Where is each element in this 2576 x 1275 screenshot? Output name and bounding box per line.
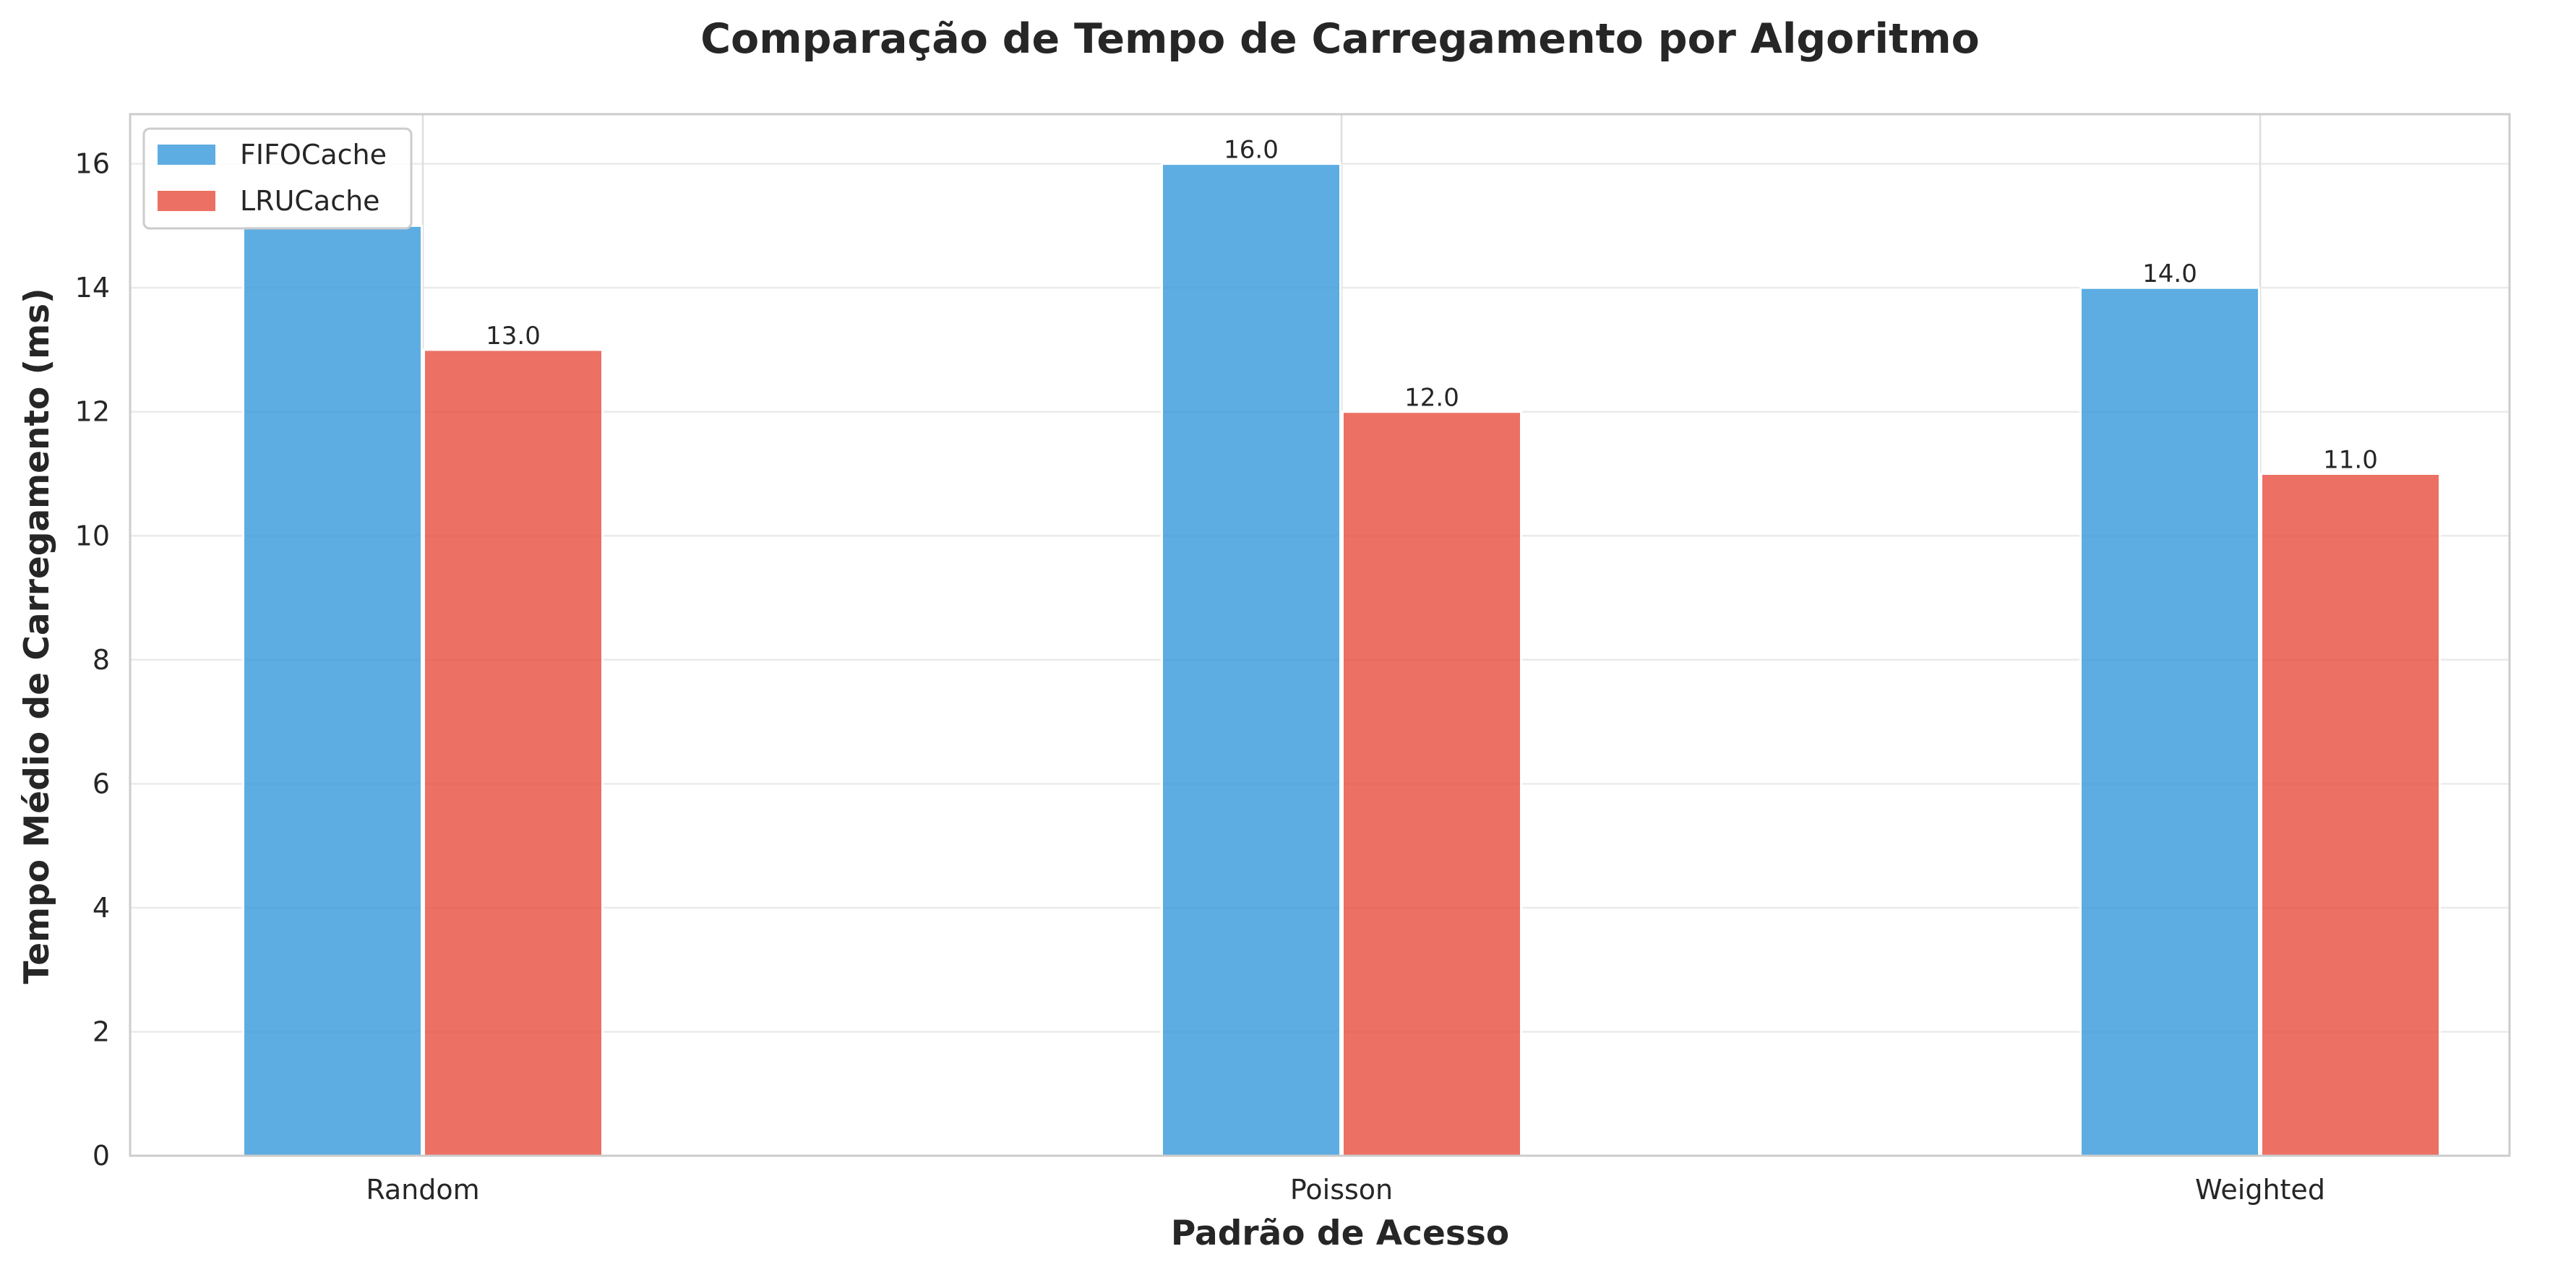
y-tick-label: 12 [75, 396, 110, 428]
chart-title: Comparação de Tempo de Carregamento por … [700, 15, 1980, 63]
legend-label-fifocache: FIFOCache [240, 139, 387, 171]
bar-fifocache-weighted [2079, 286, 2260, 1157]
bar-lrucache-random [423, 348, 604, 1157]
plot-area-frame [129, 113, 2511, 1157]
y-tick-label: 6 [93, 768, 110, 799]
bar-value-label: 12.0 [1404, 384, 1459, 413]
bar-fifocache-poisson [1161, 163, 1341, 1157]
y-tick-label: 10 [75, 520, 110, 551]
legend-swatch-fifocache [158, 145, 215, 165]
bar-value-label: 16.0 [1224, 136, 1279, 165]
legend-swatch-lrucache [158, 191, 215, 211]
x-axis-label: Padrão de Acesso [1171, 1214, 1509, 1253]
bar-fifocache-random [242, 224, 423, 1157]
y-tick-label: 4 [93, 892, 110, 924]
bar-value-label: 11.0 [2323, 445, 2378, 474]
bar-lrucache-poisson [1341, 411, 1522, 1157]
x-tick-label: Random [366, 1174, 479, 1206]
bars [242, 163, 2441, 1157]
bar-lrucache-weighted [2260, 472, 2441, 1157]
y-axis-label: Tempo Médio de Carregamento (ms) [17, 288, 57, 984]
legend-label-lrucache: LRUCache [240, 185, 380, 217]
x-tick-label: Poisson [1290, 1174, 1393, 1206]
x-tick-label: Weighted [2195, 1174, 2325, 1206]
y-tick-label: 2 [93, 1016, 110, 1047]
bar-value-label: 13.0 [486, 322, 541, 351]
bar-value-label: 14.0 [2142, 259, 2197, 288]
data-labels: 16.0 14.0 13.0 12.0 11.0 [486, 136, 2378, 475]
y-tick-label: 14 [75, 272, 110, 304]
x-axis-ticks: Random Poisson Weighted [366, 1174, 2325, 1206]
y-tick-label: 8 [93, 644, 110, 676]
y-tick-label: 16 [75, 148, 110, 180]
y-tick-label: 0 [93, 1140, 110, 1172]
legend: FIFOCache LRUCache [142, 127, 413, 230]
y-axis-ticks: 0 2 4 6 8 10 12 14 16 [75, 148, 110, 1172]
